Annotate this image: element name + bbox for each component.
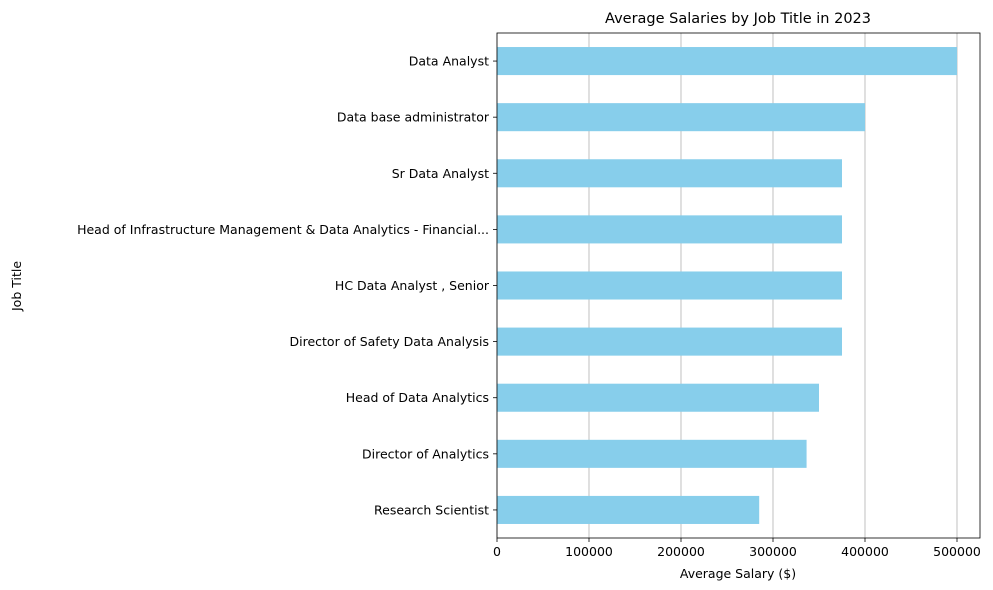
y-tick-label: Head of Infrastructure Management & Data… xyxy=(77,222,489,237)
x-tick-label: 300000 xyxy=(749,544,797,559)
y-tick-label: Head of Data Analytics xyxy=(346,390,489,405)
y-tick-label: Data base administrator xyxy=(337,110,490,125)
y-axis-label: Job Title xyxy=(9,261,24,312)
x-axis-label: Average Salary ($) xyxy=(680,566,796,581)
y-tick-label: Sr Data Analyst xyxy=(392,166,489,181)
y-tick-label: Director of Safety Data Analysis xyxy=(290,334,490,349)
x-tick-label: 400000 xyxy=(841,544,889,559)
bar xyxy=(497,215,842,244)
bar xyxy=(497,271,842,300)
chart-title: Average Salaries by Job Title in 2023 xyxy=(605,11,871,27)
x-tick-label: 100000 xyxy=(565,544,613,559)
y-tick-label: Data Analyst xyxy=(409,54,489,69)
bars xyxy=(497,47,957,524)
bar xyxy=(497,383,819,412)
y-tick-label: Research Scientist xyxy=(374,502,489,517)
bar xyxy=(497,159,842,188)
bar xyxy=(497,47,957,76)
y-tick-label: HC Data Analyst , Senior xyxy=(335,278,490,293)
x-tick-label: 200000 xyxy=(657,544,705,559)
y-tick-label: Director of Analytics xyxy=(362,446,489,461)
bar xyxy=(497,327,842,356)
y-ticks: Data Analyst Data base administrator Sr Da… xyxy=(77,54,497,517)
bar xyxy=(497,439,807,468)
x-tick-label: 0 xyxy=(493,544,501,559)
x-tick-label: 500000 xyxy=(933,544,981,559)
bar xyxy=(497,495,760,524)
bar xyxy=(497,103,865,132)
x-ticks: 0 100000 200000 300000 400000 500000 xyxy=(493,538,981,559)
